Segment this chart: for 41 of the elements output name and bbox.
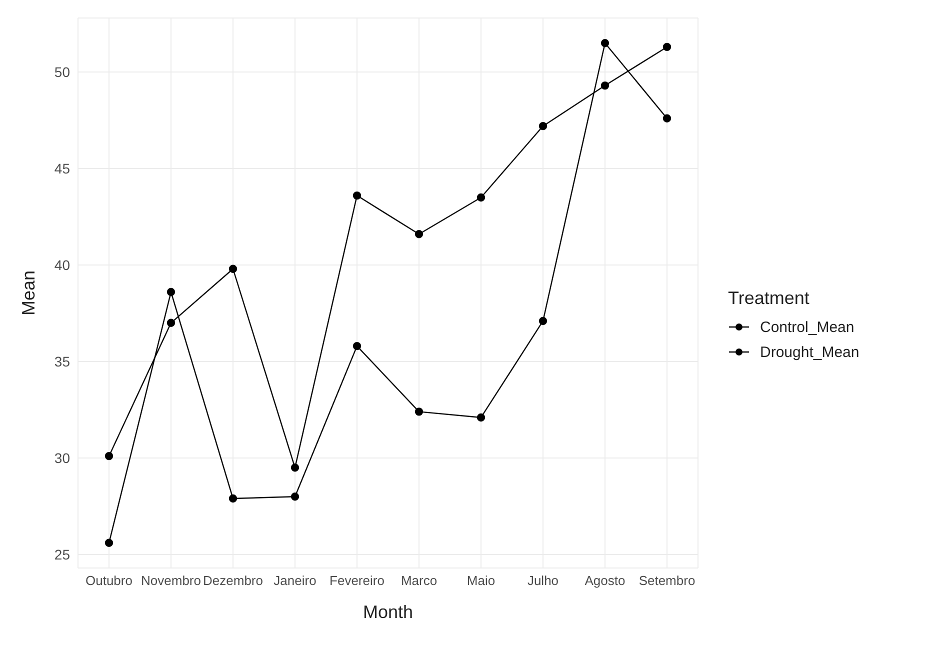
y-tick-label: 40 [54, 256, 70, 273]
x-tick-label: Fevereiro [330, 573, 384, 588]
point [414, 408, 424, 416]
point [538, 122, 548, 130]
x-axis-title: Month [362, 602, 414, 622]
point [104, 452, 114, 460]
point [352, 191, 362, 200]
point [662, 42, 672, 52]
x-tick-label: Agosto [584, 573, 626, 588]
point [228, 264, 238, 273]
point [166, 318, 176, 328]
y-tick-label: 50 [54, 64, 70, 80]
x-tick-label: Julho [527, 573, 559, 588]
y-tick-label: 35 [54, 353, 70, 370]
x-tick-label: Maio [466, 573, 496, 588]
point [600, 81, 610, 90]
point [228, 494, 238, 503]
y-axis-title: Mean [18, 270, 38, 316]
point [104, 538, 114, 548]
legend-label: Control_Mean [760, 318, 854, 336]
x-tick-label: Novembro [141, 573, 201, 588]
point [662, 114, 672, 122]
point [600, 38, 610, 48]
point [290, 464, 300, 472]
x-tick-label: Dezembro [203, 573, 263, 588]
y-tick-label: 45 [54, 160, 70, 176]
point [476, 193, 486, 202]
point [476, 413, 486, 422]
point [414, 230, 424, 238]
point [538, 316, 548, 326]
x-tick-label: Setembro [638, 573, 696, 588]
point [166, 288, 176, 296]
y-tick-label: 30 [54, 450, 70, 466]
point [290, 492, 300, 501]
x-tick-label: Marco [400, 573, 438, 588]
x-tick-label: Janeiro [274, 573, 316, 588]
legend-label: Drought_Mean [760, 344, 860, 360]
y-tick-label: 25 [54, 546, 70, 562]
point [352, 342, 362, 350]
legend-title: Treatment [728, 288, 810, 308]
x-tick-label: Outubro [86, 573, 132, 588]
